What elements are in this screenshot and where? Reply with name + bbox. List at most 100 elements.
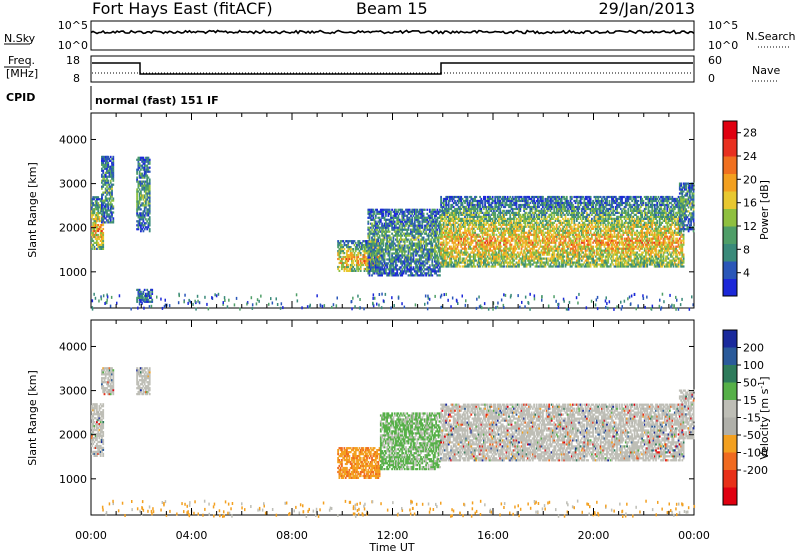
echo-cell	[140, 290, 142, 293]
echo-cell	[535, 227, 538, 230]
echo-cell	[146, 292, 149, 295]
echo-cell	[474, 199, 476, 203]
echo-cell	[550, 221, 553, 224]
echo-cell	[439, 214, 441, 217]
echo-cell	[378, 236, 381, 239]
echo-cell	[147, 200, 150, 203]
echo-cell	[539, 231, 542, 234]
echo-cell	[391, 216, 393, 219]
echo-cell	[495, 251, 498, 254]
echo-cell	[140, 294, 142, 297]
echo-cell	[476, 207, 479, 211]
echo-cell	[112, 155, 115, 158]
echo-cell	[466, 251, 469, 254]
echo-cell	[520, 249, 523, 252]
echo-cell	[94, 218, 97, 221]
echo-cell	[479, 243, 481, 246]
echo-cell	[362, 257, 365, 261]
echo-cell	[454, 201, 456, 205]
echo-cell	[146, 164, 149, 167]
echo-cell	[501, 209, 504, 212]
echo-cell	[496, 227, 499, 230]
echo-cell	[516, 227, 519, 230]
echo-cell	[542, 247, 544, 250]
echo-cell	[357, 265, 360, 269]
echo-cell	[346, 244, 348, 247]
echo-cell	[510, 221, 513, 224]
echo-cell	[104, 187, 107, 190]
echo-cell	[418, 268, 421, 271]
echo-cell	[147, 158, 150, 161]
echo-cell	[518, 259, 520, 262]
echo-cell	[428, 274, 431, 277]
echo-cell	[511, 237, 514, 240]
echo-cell	[377, 210, 380, 213]
echo-cell	[535, 239, 538, 242]
echo-cell	[392, 270, 395, 273]
echo-cell	[481, 239, 484, 242]
echo-cell	[431, 212, 434, 215]
echo-cell	[391, 242, 393, 245]
echo-cell	[504, 255, 507, 258]
echo-cell	[372, 268, 375, 271]
echo-cell	[547, 249, 549, 252]
echo-cell	[405, 264, 407, 267]
echo-cell	[545, 217, 548, 220]
echo-cell	[452, 255, 455, 258]
echo-cell	[542, 229, 544, 232]
echo-cell	[338, 254, 341, 257]
echo-cell	[485, 259, 488, 262]
echo-cell	[416, 266, 419, 269]
echo-cell	[376, 272, 378, 275]
echo-cell	[373, 264, 376, 267]
echo-cell	[393, 222, 396, 225]
echo-cell	[500, 231, 503, 234]
echo-cell	[558, 233, 561, 236]
echo-cell	[537, 213, 539, 216]
echo-cell	[456, 255, 459, 258]
echo-cell	[531, 227, 534, 230]
echo-cell	[462, 205, 465, 209]
echo-cell	[343, 265, 346, 269]
cpid-label: CPID	[6, 91, 35, 104]
echo-cell	[543, 215, 546, 218]
echo-cell	[382, 270, 385, 273]
echo-cell	[108, 199, 111, 202]
echo-cell	[387, 250, 390, 253]
echo-cell	[372, 214, 375, 217]
echo-cell	[427, 274, 430, 277]
echo-cell	[472, 219, 475, 222]
echo-cell	[366, 261, 368, 265]
echo-cell	[538, 223, 540, 226]
echo-cell	[510, 255, 513, 258]
echo-cell	[109, 165, 112, 168]
echo-cell	[435, 226, 437, 229]
echo-cell	[466, 237, 469, 240]
echo-cell	[136, 176, 138, 179]
echo-cell	[447, 195, 450, 199]
echo-cell	[400, 236, 402, 239]
echo-cell	[339, 252, 342, 255]
echo-cell	[371, 268, 373, 271]
echo-cell	[106, 219, 108, 222]
echo-cell	[528, 197, 530, 201]
echo-cell	[485, 215, 488, 218]
echo-cell	[481, 205, 484, 209]
echo-cell	[501, 233, 504, 236]
echo-cell	[98, 247, 101, 250]
echo-cell	[481, 203, 484, 207]
echo-cell	[374, 260, 377, 263]
echo-cell	[112, 197, 115, 200]
echo-cell	[493, 241, 495, 244]
echo-cell	[441, 241, 444, 244]
echo-cell	[147, 208, 150, 211]
echo-cell	[552, 229, 554, 232]
echo-cell	[500, 235, 503, 238]
echo-cell	[396, 216, 399, 219]
echo-cell	[480, 253, 483, 256]
echo-cell	[407, 232, 410, 235]
echo-cell	[530, 233, 533, 236]
echo-cell	[390, 218, 392, 221]
echo-cell	[506, 241, 509, 244]
